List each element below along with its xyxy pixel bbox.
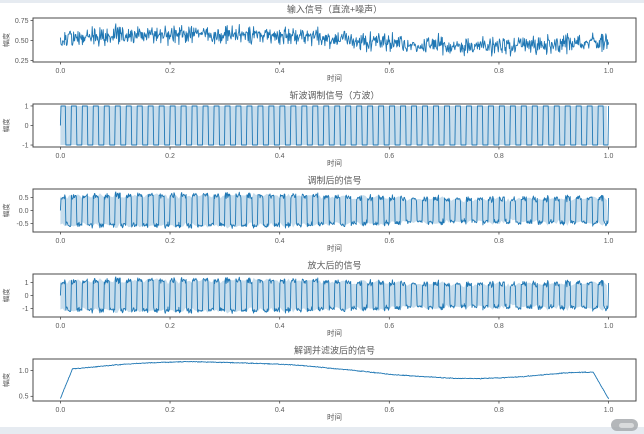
x-tick-label-2: 0.6: [384, 153, 394, 160]
y-tick-label-4: 0: [25, 293, 29, 300]
x-tick-label-5: 0.2: [165, 407, 175, 414]
y-tick-label-5: 0.5: [19, 394, 29, 401]
x-tick-label-2: 0.0: [56, 153, 66, 160]
x-tick-label-2: 0.2: [165, 153, 175, 160]
signal-trace-2: [59, 105, 610, 146]
x-tick-label-5: 0.6: [384, 407, 394, 414]
subplot-4-title: 放大后的信号: [307, 260, 361, 271]
watermark-badge: [611, 419, 638, 431]
subplot-3-ylabel: 幅度: [2, 204, 11, 218]
x-tick-label-4: 0.2: [165, 323, 175, 330]
y-tick-label-3: 0.0: [19, 208, 29, 215]
subplot-4-ylabel: 幅度: [2, 289, 11, 303]
x-tick-label-3: 0.4: [275, 238, 285, 245]
y-tick-label-4: -1: [22, 306, 28, 313]
y-tick-label-5: 1.0: [19, 368, 29, 375]
x-tick-label-4: 0.0: [56, 323, 66, 330]
x-tick-label-5: 0.4: [275, 407, 285, 414]
x-tick-label-5: 1.0: [604, 407, 614, 414]
subplot-5-xlabel: 时间: [327, 412, 342, 422]
y-tick-label-2: 0: [25, 123, 29, 130]
x-tick-label-3: 0.0: [56, 238, 66, 245]
subplot-2-ylabel: 幅度: [2, 119, 11, 133]
x-tick-label-5: 0.0: [56, 407, 66, 414]
x-tick-label-4: 1.0: [604, 323, 614, 330]
signal-trace-5: [59, 360, 610, 400]
x-tick-label-1: 0.0: [56, 68, 66, 75]
y-tick-label-1: 0.75: [15, 18, 29, 25]
subplot-1-xlabel: 时间: [327, 73, 342, 83]
watermark-glyph: [619, 422, 634, 428]
x-tick-label-1: 0.6: [384, 68, 394, 75]
y-tick-label-3: -0.5: [16, 221, 28, 228]
y-tick-label-2: -1: [22, 142, 28, 149]
x-tick-label-4: 0.8: [494, 323, 504, 330]
x-tick-label-5: 0.8: [494, 407, 504, 414]
x-tick-label-3: 1.0: [604, 238, 614, 245]
subplot-1-ylabel: 幅度: [2, 33, 11, 47]
subplot-2-xlabel: 时间: [327, 158, 342, 168]
matplotlib-figure: [0, 3, 644, 427]
signal-trace-3: [59, 191, 610, 229]
x-tick-label-2: 0.4: [275, 153, 285, 160]
x-tick-label-3: 0.2: [165, 238, 175, 245]
subplot-5-title: 解调并滤波后的信号: [294, 345, 375, 356]
subplot-5-ylabel: 幅度: [2, 373, 11, 387]
y-tick-label-1: 0.25: [15, 58, 29, 65]
axes-frame-5: [32, 358, 637, 402]
y-tick-label-2: 1: [25, 103, 29, 110]
subplot-3-xlabel: 时间: [327, 243, 342, 253]
subplot-4-xlabel: 时间: [327, 328, 342, 338]
signal-trace-4: [59, 276, 610, 314]
subplot-2-title: 斩波调制信号（方波）: [289, 90, 379, 101]
x-tick-label-3: 0.6: [384, 238, 394, 245]
y-tick-label-1: 0.50: [15, 38, 29, 45]
x-tick-label-1: 0.4: [275, 68, 285, 75]
x-tick-label-2: 0.8: [494, 153, 504, 160]
x-tick-label-1: 0.2: [165, 68, 175, 75]
x-tick-label-4: 0.6: [384, 323, 394, 330]
subplot-3-title: 调制后的信号: [307, 175, 361, 186]
y-tick-label-4: 1: [25, 280, 29, 287]
x-tick-label-1: 0.8: [494, 68, 504, 75]
signal-trace-1: [59, 23, 610, 57]
x-tick-label-3: 0.8: [494, 238, 504, 245]
x-tick-label-2: 1.0: [604, 153, 614, 160]
x-tick-label-1: 1.0: [604, 68, 614, 75]
x-tick-label-4: 0.4: [275, 323, 285, 330]
subplot-1-title: 输入信号（直流+噪声）: [287, 4, 382, 15]
y-tick-label-3: 0.5: [19, 195, 29, 202]
